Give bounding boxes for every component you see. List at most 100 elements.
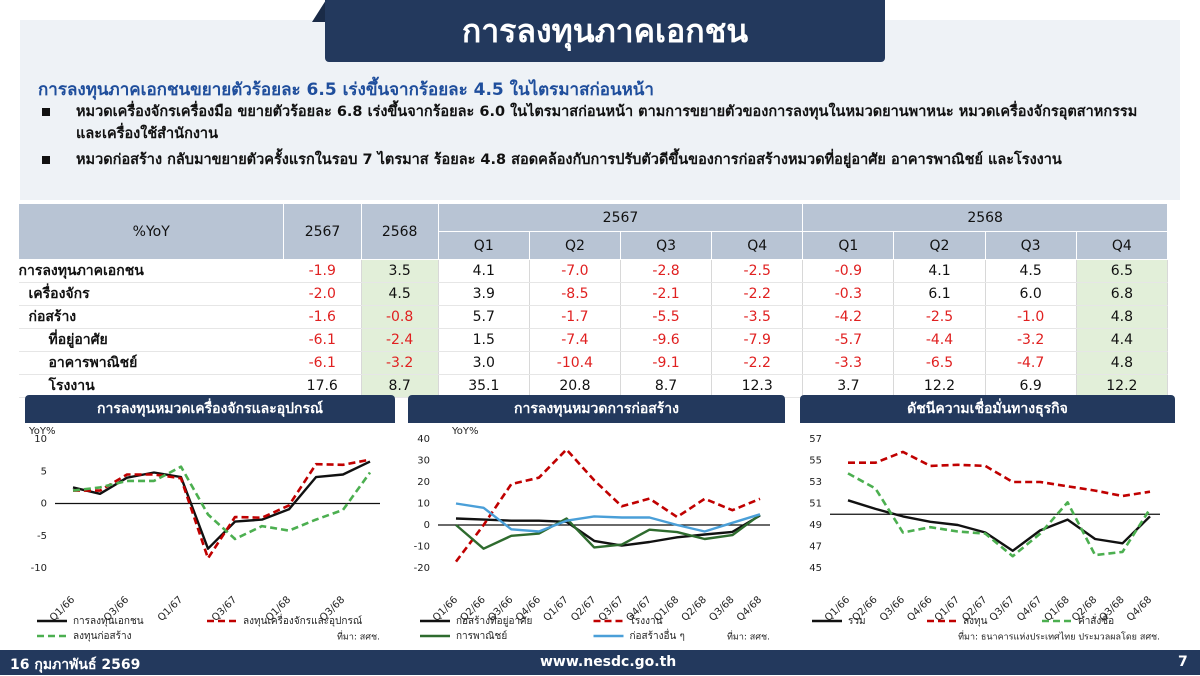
header-row: %YoY 2567 2568 2567 2568	[17, 203, 1168, 260]
headline: การลงทุนภาคเอกชนขยายตัวร้อยละ 6.5 เร่งขึ…	[38, 80, 654, 100]
cell: 4.5	[361, 282, 439, 306]
title-tab	[312, 0, 326, 22]
chart: 57555351494745Q1/66Q2/66Q3/66Q4/66Q1/67Q…	[809, 434, 1160, 643]
source-note: ที่มา: สศช.	[727, 630, 770, 643]
x-tick-label: Q4/68	[735, 594, 764, 623]
series-line	[455, 502, 761, 533]
cell: 8.7	[361, 374, 439, 398]
header-cell: Q3	[619, 231, 713, 260]
x-tick-label: Q1/68	[1043, 594, 1072, 623]
y-tick-label: 51	[809, 499, 822, 510]
cell: 4.1	[438, 259, 530, 283]
y-tick-label: -20	[414, 563, 430, 574]
chart-title: การลงทุนหมวดการก่อสร้าง	[408, 395, 785, 423]
series-line	[455, 513, 761, 550]
y-tick-label: 57	[809, 434, 822, 445]
cell: 3.9	[438, 282, 530, 306]
x-tick-label: Q2/67	[569, 594, 598, 623]
slide-title: การลงทุนภาคเอกชน	[325, 0, 885, 62]
source-note: ที่มา: ธนาคารแห่งประเทศไทย ประมวลผลโดย ส…	[958, 630, 1160, 643]
y-tick-label: -10	[414, 542, 430, 553]
y-tick-label: 0	[424, 520, 430, 531]
cell: -0.8	[361, 305, 439, 329]
header-cell: %YoY	[17, 203, 285, 260]
header-cell: Q4	[711, 231, 804, 260]
cell: -8.5	[529, 282, 621, 306]
legend-label: ก่อสร้างที่อยู่อาศัย	[456, 613, 532, 627]
cell: -1.7	[529, 305, 621, 329]
row-label: ที่อยู่อาศัย	[18, 328, 284, 352]
cell: -6.1	[283, 351, 362, 375]
x-tick-label: Q3/67	[597, 594, 626, 623]
cell: -7.4	[529, 328, 621, 352]
series-line	[73, 458, 371, 560]
bullet: หมวดก่อสร้าง กลับมาขยายตัวครั้งแรกในรอบ …	[38, 149, 1168, 171]
y-tick-label: 49	[809, 520, 822, 531]
y-tick-label: 5	[41, 466, 47, 477]
cell: -6.1	[283, 328, 362, 352]
cell: -9.1	[620, 351, 713, 375]
source-note: ที่มา: สศช.	[337, 630, 380, 643]
chart-title: การลงทุนหมวดเครื่องจักรและอุปกรณ์	[25, 395, 395, 423]
y-tick-label: 45	[809, 563, 822, 574]
cell: -3.3	[802, 351, 895, 375]
header-cell: 2567	[283, 203, 362, 260]
legend-label: ลงทุน	[963, 616, 988, 627]
legend-label: การลงทุนเอกชน	[73, 616, 144, 627]
legend-label: ลงทุนเครื่องจักรและอุปกรณ์	[243, 613, 362, 627]
cell: -3.5	[711, 305, 804, 329]
row-label: การลงทุนภาคเอกชน	[18, 259, 284, 283]
cell: 4.4	[1076, 328, 1169, 352]
header-cell: Q3	[984, 231, 1077, 260]
legend-label: คำสั่งซื้อ	[1078, 613, 1114, 627]
cell: 5.7	[438, 305, 530, 329]
header-cell: 2567	[437, 203, 804, 232]
footer-date: 16 กุมภาพันธ์ 2569	[10, 657, 141, 673]
cell: -2.5	[893, 305, 986, 329]
y-tick-label: 10	[34, 434, 47, 445]
table-row: ก่อสร้าง -1.6 -0.8 5.7 -1.7 -5.5 -3.5 -4.2 -2.5-…	[18, 305, 1169, 329]
cell: -3.2	[985, 328, 1077, 352]
cell: -4.2	[802, 305, 895, 329]
cell: 12.3	[711, 374, 804, 398]
row-label: โรงงาน	[18, 374, 284, 398]
y-axis-label: YoY%	[451, 426, 479, 437]
cell: -5.7	[802, 328, 895, 352]
cell: -1.9	[283, 259, 362, 283]
table-row: เครื่องจักร -2.0 4.5 3.9 -8.5 -2.1 -2.2 -0.3 6.1…	[18, 282, 1169, 306]
cell: -3.2	[361, 351, 439, 375]
cell: -1.6	[283, 305, 362, 329]
cell: -0.9	[802, 259, 895, 283]
cell: 4.8	[1076, 351, 1169, 375]
row-label: เครื่องจักร	[18, 282, 284, 306]
x-tick-label: Q1/67	[156, 594, 185, 623]
cell: -4.7	[985, 351, 1077, 375]
cell: -2.1	[620, 282, 713, 306]
table-row: โรงงาน 17.6 8.7 35.1 20.8 8.7 12.3 3.7 12.2 6.9 12…	[18, 374, 1169, 398]
table-row: การลงทุนภาคเอกชน -1.9 3.5 4.1 -7.0 -2.8 -2.5 -0…	[18, 259, 1169, 283]
chart: YoY%403020100-10-20Q1/66Q2/66Q3/66Q4/66Q…	[414, 426, 770, 643]
table-row: ที่อยู่อาศัย -6.1 -2.4 1.5 -7.4 -9.6 -7.9 -5.7-…	[18, 328, 1169, 352]
cell: 4.8	[1076, 305, 1169, 329]
cell: -6.5	[893, 351, 986, 375]
header-cell: Q2	[528, 231, 621, 260]
x-tick-label: Q3/67	[988, 594, 1017, 623]
y-tick-label: 10	[417, 499, 430, 510]
cell: -9.6	[620, 328, 713, 352]
y-tick-label: -5	[37, 531, 47, 542]
series-line	[847, 499, 1151, 552]
cell: 4.1	[893, 259, 986, 283]
cell: 6.0	[985, 282, 1077, 306]
cell: -2.4	[361, 328, 439, 352]
series-line	[72, 460, 371, 550]
cell: 3.5	[361, 259, 439, 283]
y-tick-label: 55	[809, 456, 822, 467]
y-tick-label: 53	[809, 477, 822, 488]
cell: -2.8	[620, 259, 713, 283]
x-tick-label: Q1/67	[933, 594, 962, 623]
cell: -10.4	[529, 351, 621, 375]
legend-label: ลงทุนก่อสร้าง	[73, 630, 132, 642]
chart-panel: ดัชนีความเชื่อมั่นทางธุรกิจ 57 55 53 51 49 47 4…	[800, 395, 1175, 647]
y-tick-label: 30	[417, 456, 430, 467]
